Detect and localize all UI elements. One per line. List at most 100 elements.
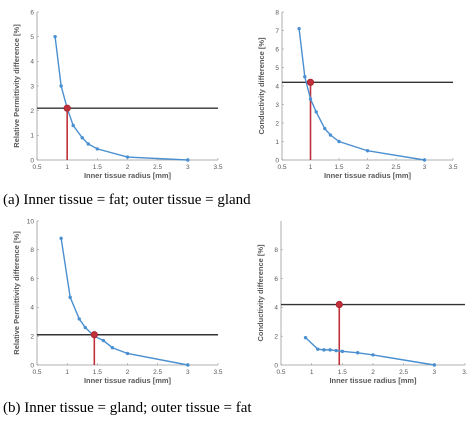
series-line [305,337,435,366]
y-tick-label: 3 [30,83,34,90]
y-tick-label: 0 [275,157,279,164]
y-tick-label: 6 [30,276,34,283]
data-point [365,149,370,153]
y-tick-label: 4 [30,305,34,312]
intersection-marker [90,331,98,339]
x-tick-label: 0.5 [276,369,285,376]
x-tick-label: 2 [371,369,375,376]
x-tick-label: 1.5 [93,369,102,376]
data-point [186,363,190,367]
x-axis-label: Inner tissue radius [mm] [84,171,172,180]
y-tick-label: 4 [30,59,34,66]
y-axis-label: Conductivity difference [%] [257,37,266,135]
data-point [303,75,307,79]
x-tick-label: 1 [65,164,69,171]
x-tick-label: 3 [186,164,190,171]
x-tick-label: 0.5 [32,164,41,171]
x-tick-label: 3.5 [213,369,222,376]
x-tick-label: 0.5 [277,164,286,171]
x-axis-label: Inner tissue radius [mm] [324,171,412,180]
data-point [101,338,106,343]
y-tick-label: 0 [30,362,34,369]
chart-a-cond: 0.5 1 1.5 2 2.5 3 3.5 0 1 2 3 4 5 6 7 8 Inner tissue rad… [257,9,458,180]
chart-a-perm: 0.5 1 1.5 2 2.5 3 3.5 0 1 2 3 4 5 6 Inner tissue radiu… [12,9,223,180]
data-point [59,84,63,88]
data-point [316,347,320,351]
y-tick-label: 10 [27,218,35,225]
y-tick-label: 6 [275,46,279,53]
x-tick-label: 1.5 [338,369,347,376]
y-tick-label: 6 [274,276,278,283]
data-point [77,317,81,321]
y-tick-label: 2 [274,334,278,341]
data-point [314,110,318,114]
intersection-marker [63,104,71,112]
data-point [59,236,63,240]
x-tick-label: 3 [423,164,427,171]
data-point [53,34,57,39]
data-point [334,348,338,353]
y-tick-label: 2 [30,108,34,115]
x-tick-label: 1.5 [334,164,343,171]
y-tick-label: 7 [275,28,279,35]
y-tick-label: 5 [275,65,279,72]
data-point [125,155,130,159]
data-point [125,351,130,356]
data-point [432,363,437,367]
data-point [110,346,115,350]
x-tick-label: 1.5 [93,164,102,171]
y-axis-label: Conductivity difference [%] [256,244,265,342]
data-point [95,147,100,151]
data-point [71,123,75,128]
data-point [323,126,327,131]
data-point [337,139,341,144]
y-tick-label: 2 [275,120,279,127]
data-point [328,348,332,352]
x-axis-label: Inner tissue radius [mm] [329,376,417,385]
data-point [355,351,360,355]
x-tick-label: 2.5 [391,164,400,171]
x-tick-label: 2 [126,164,130,171]
y-tick-label: 3 [275,102,279,109]
x-tick-label: 2.5 [153,164,162,171]
y-tick-label: 1 [30,133,34,140]
data-point [322,348,326,352]
chart-b-perm: 0.5 1 1.5 2 2.5 3 3.5 0 2 4 6 8 10 Inner tissue radiu… [12,218,223,385]
x-tick-label: 2.5 [153,369,162,376]
y-axis-label: Relative Permittivity difference [%] [12,24,21,148]
y-tick-label: 8 [274,247,278,254]
intersection-marker [335,300,343,309]
y-tick-label: 8 [30,247,34,254]
y-tick-label: 8 [275,9,279,16]
chart-b-cond: 0.5 1 1.5 2 2.5 3 3. 0 2 4 6 8 Inner tissue radius [… [256,221,468,385]
series-line [54,36,188,161]
y-tick-label: 4 [274,305,278,312]
x-tick-label: 3 [433,369,437,376]
x-tick-label: 2 [366,164,370,171]
data-point [297,26,301,31]
series-line [298,28,425,161]
x-tick-label: 3 [186,369,190,376]
intersection-marker [306,78,315,86]
y-axis-label: Relative Permittivity difference [%] [12,231,21,355]
data-point [303,335,308,340]
x-axis-label: Inner tissue radius [mm] [84,376,172,385]
x-tick-label: 2.5 [399,369,408,376]
y-tick-label: 0 [30,157,34,164]
x-tick-label: 3.5 [448,164,457,171]
data-point [340,349,345,354]
data-point [68,295,72,300]
x-tick-label: 3.5 [213,164,222,171]
data-point [308,97,313,101]
x-tick-label: 2 [126,369,130,376]
y-tick-label: 6 [30,9,34,16]
x-tick-label: 0.5 [32,369,41,376]
data-point [328,133,333,137]
y-tick-label: 4 [275,83,279,90]
x-tick-label: 1 [310,369,314,376]
y-tick-label: 2 [30,334,34,341]
data-point [371,353,375,357]
data-point [80,136,84,140]
x-tick-label: 3. [462,369,468,376]
